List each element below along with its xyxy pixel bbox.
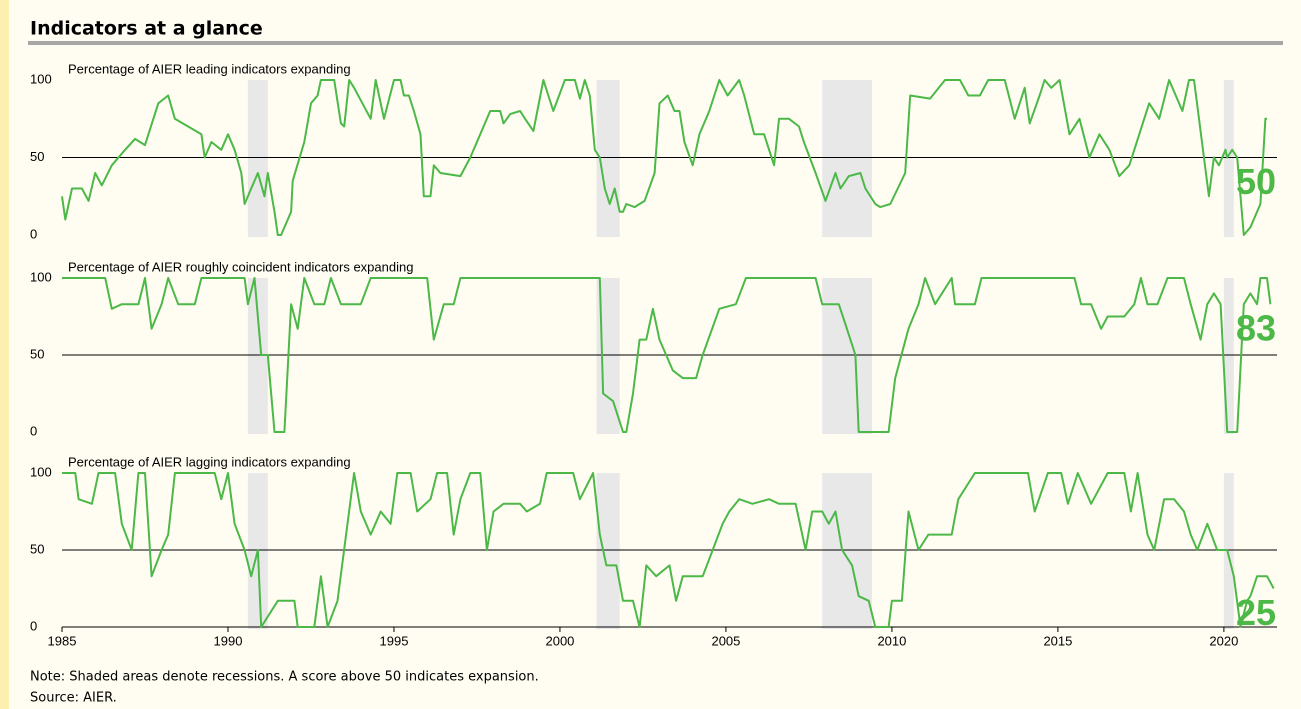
y-tick-label: 100: [30, 464, 52, 479]
indicator-line: [61, 79, 1267, 236]
recession-band: [822, 473, 872, 629]
panel-subtitle: Percentage of AIER lagging indicators ex…: [68, 454, 351, 469]
y-tick-label: 0: [30, 423, 37, 438]
y-tick-label: 50: [30, 541, 44, 556]
x-tick-label: 2010: [877, 633, 906, 648]
panel-subtitle: Percentage of AIER leading indicators ex…: [68, 61, 351, 76]
note: Note: Shaded areas denote recessions. A …: [30, 670, 539, 685]
y-tick-label: 100: [30, 71, 52, 86]
recession-band: [1223, 473, 1234, 629]
panel-subtitle: Percentage of AIER roughly coincident in…: [68, 259, 413, 274]
source: Source: AIER.: [30, 691, 117, 706]
y-tick-label: 100: [30, 269, 52, 284]
y-tick-label: 0: [30, 618, 37, 633]
page-title: Indicators at a glance: [30, 18, 263, 40]
y-tick-label: 50: [30, 346, 44, 361]
latest-value-label: 25: [1236, 592, 1276, 633]
x-tick-label: 1990: [214, 633, 243, 648]
recession-band: [247, 80, 268, 237]
x-tick-label: 2000: [545, 633, 574, 648]
recession-band: [1223, 80, 1234, 237]
recession-band: [822, 278, 872, 434]
x-tick-label: 1985: [48, 633, 77, 648]
recession-band: [1223, 278, 1234, 434]
recession-band: [247, 278, 268, 434]
x-tick-label: 2005: [711, 633, 740, 648]
x-tick-label: 2015: [1043, 633, 1072, 648]
latest-value-label: 50: [1236, 161, 1276, 202]
indicator-line: [62, 472, 1275, 628]
side-strip: [0, 0, 9, 709]
y-tick-label: 50: [30, 149, 44, 164]
recession-band: [596, 473, 620, 629]
latest-value-label: 83: [1236, 308, 1276, 349]
y-tick-label: 0: [30, 226, 37, 241]
recession-band: [596, 80, 620, 237]
recession-band: [822, 80, 872, 237]
x-tick-label: 2020: [1209, 633, 1238, 648]
indicator-line: [62, 277, 1272, 433]
x-tick-label: 1995: [380, 633, 409, 648]
recession-band: [596, 278, 620, 434]
